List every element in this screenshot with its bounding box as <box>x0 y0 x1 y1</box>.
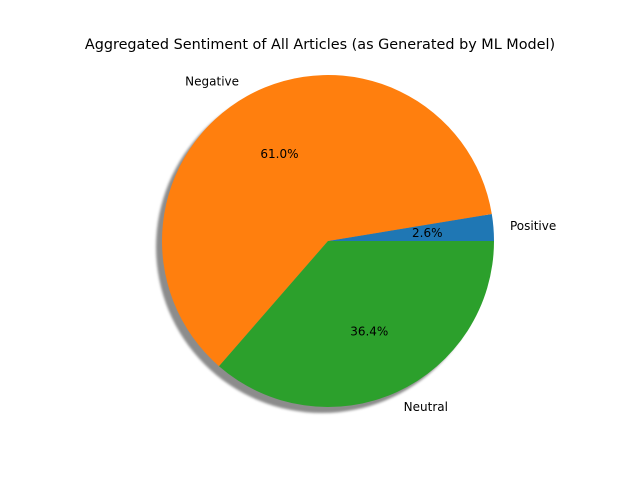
slice-label-negative: Negative <box>185 75 239 89</box>
chart-title: Aggregated Sentiment of All Articles (as… <box>85 37 555 53</box>
pie-slice-neutral <box>219 241 494 407</box>
slice-percent-neutral: 36.4% <box>350 325 388 339</box>
slice-percent-negative: 61.0% <box>260 147 298 161</box>
pie-slice-positive <box>328 214 494 241</box>
pie-slices <box>161 74 494 407</box>
slice-label-neutral: Neutral <box>404 400 448 414</box>
pie-slice-negative <box>161 74 492 367</box>
pie-labels: Positive 2.6% Negative 61.0% Neutral 36.4% <box>185 75 556 415</box>
slice-label-positive: Positive <box>510 219 556 233</box>
slice-percent-positive: 2.6% <box>412 226 443 240</box>
